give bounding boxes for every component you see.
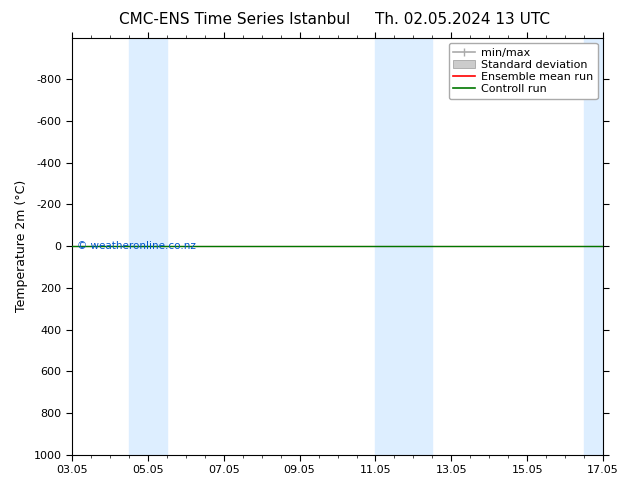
Legend: min/max, Standard deviation, Ensemble mean run, Controll run: min/max, Standard deviation, Ensemble me… bbox=[449, 43, 598, 99]
Bar bbox=[375, 38, 394, 455]
Bar bbox=[394, 38, 432, 455]
Text: Th. 02.05.2024 13 UTC: Th. 02.05.2024 13 UTC bbox=[375, 12, 550, 27]
Text: © weatheronline.co.nz: © weatheronline.co.nz bbox=[77, 241, 196, 251]
Bar bbox=[584, 38, 603, 455]
Text: CMC-ENS Time Series Istanbul: CMC-ENS Time Series Istanbul bbox=[119, 12, 350, 27]
Bar bbox=[129, 38, 148, 455]
Y-axis label: Temperature 2m (°C): Temperature 2m (°C) bbox=[15, 180, 28, 312]
Bar bbox=[148, 38, 167, 455]
